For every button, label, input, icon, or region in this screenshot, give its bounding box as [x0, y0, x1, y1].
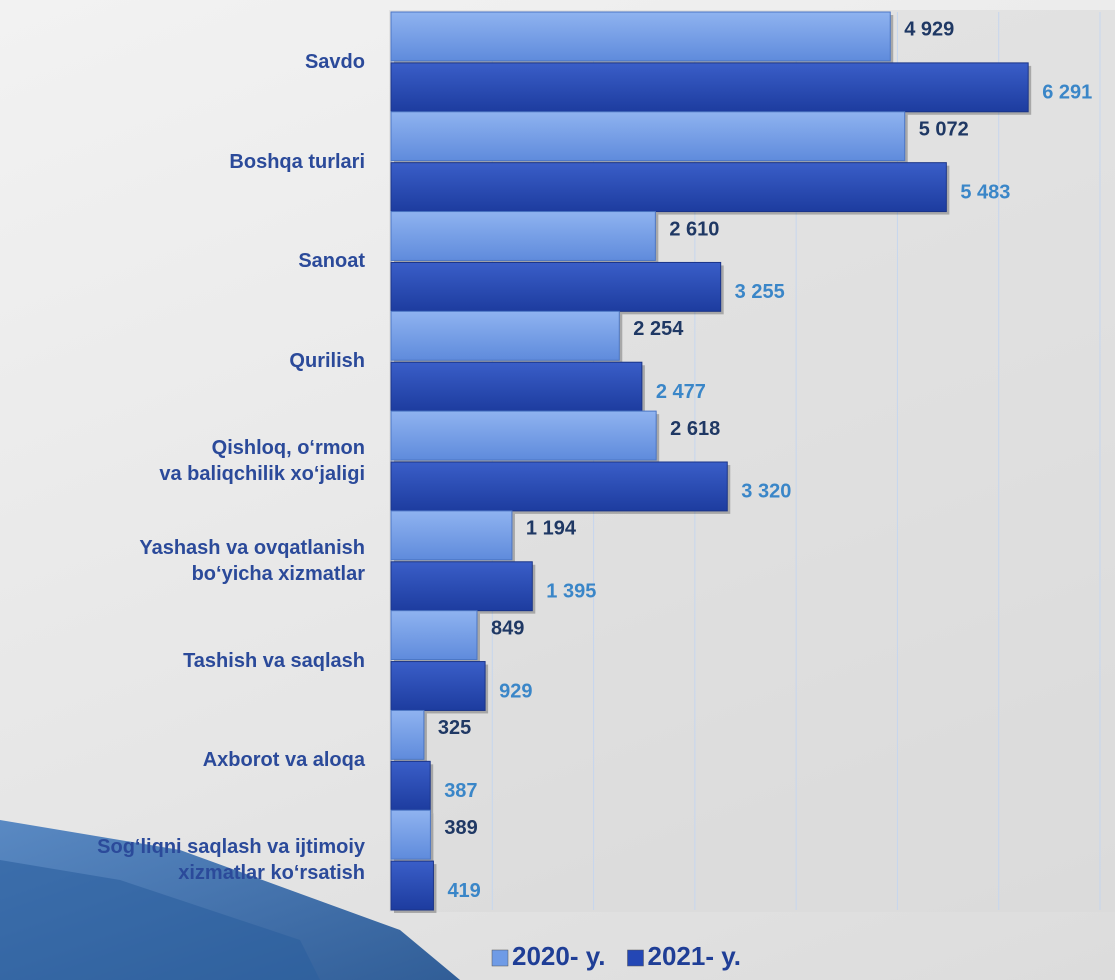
category-label: Boshqa turlari [229, 150, 365, 173]
bar [390, 610, 478, 661]
value-label: 389 [444, 817, 477, 839]
value-label: 5 483 [960, 181, 1010, 203]
value-label: 2 477 [656, 381, 706, 403]
bar [390, 860, 434, 911]
legend-swatch [627, 949, 644, 967]
value-label: 1 194 [526, 518, 577, 540]
bar [390, 410, 657, 461]
category-label: Tashish va saqlash [183, 649, 365, 672]
value-label: 387 [444, 780, 477, 802]
value-label: 3 320 [741, 481, 791, 503]
category-label: Axborot va aloqa [202, 749, 365, 772]
value-label: 419 [447, 880, 480, 902]
bar [390, 310, 620, 361]
value-label: 5 072 [919, 119, 969, 141]
bar [390, 11, 891, 62]
category-label: Sanoat [298, 250, 365, 273]
bar [390, 561, 533, 612]
value-label: 6 291 [1042, 82, 1092, 104]
value-label: 849 [491, 617, 524, 639]
value-label: 2 618 [670, 418, 720, 440]
bar [390, 809, 431, 860]
category-label: Sog‘liqni saqlash va ijtimoiy xizmatlar … [97, 836, 365, 885]
value-label: 1 395 [546, 581, 596, 603]
category-label: Qurilish [289, 350, 365, 373]
bar [390, 510, 513, 561]
value-label: 4 929 [904, 19, 954, 41]
bar [390, 361, 643, 412]
legend-label: 2021- y. [647, 941, 740, 971]
legend-swatch [491, 949, 509, 967]
bar [390, 162, 947, 213]
value-label: 325 [438, 717, 471, 739]
value-label: 2 610 [669, 218, 719, 240]
bar [390, 661, 486, 711]
bar [390, 62, 1029, 113]
category-label: Savdo [304, 50, 365, 73]
value-label: 929 [499, 680, 532, 702]
bar [390, 261, 722, 312]
bar [390, 211, 656, 261]
category-label: Yashash va ovqatlanish bo‘yicha xizmatla… [139, 536, 365, 585]
value-label: 3 255 [735, 281, 785, 303]
bar [390, 709, 425, 760]
bar [390, 760, 431, 811]
category-label: Qishloq, o‘rmon va baliqchilik xo‘jaligi [159, 437, 365, 485]
bar [390, 111, 906, 162]
legend-label: 2020- y. [512, 941, 605, 971]
value-label: 2 254 [633, 318, 684, 340]
bar [390, 461, 728, 512]
